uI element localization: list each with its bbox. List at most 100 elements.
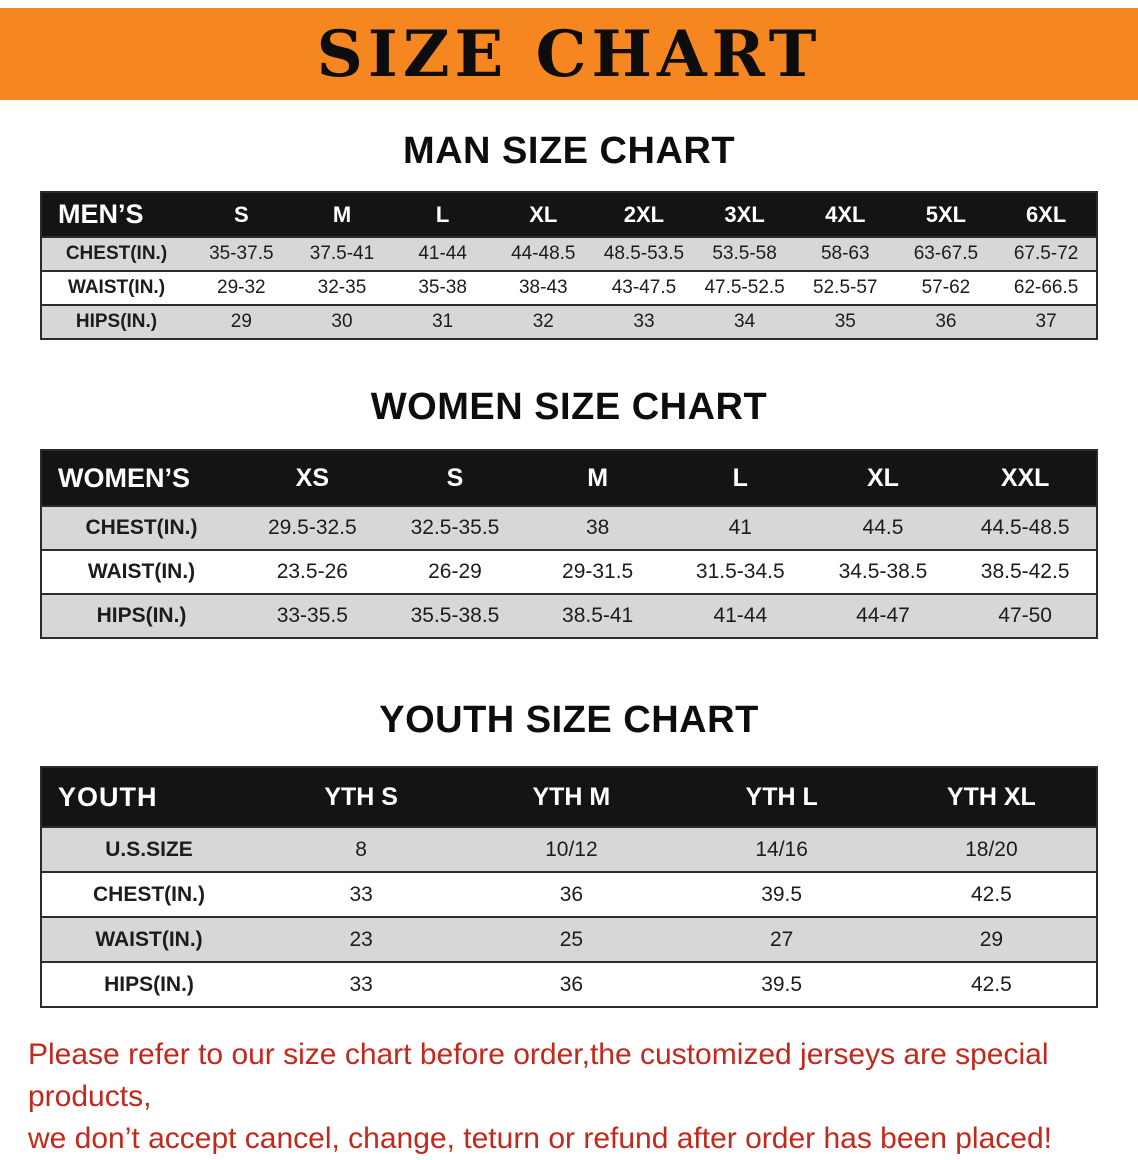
size-value-cell: 32: [492, 305, 594, 339]
size-value-cell: 25: [466, 917, 677, 962]
size-value-cell: 35-38: [392, 271, 493, 305]
size-value-cell: 63-67.5: [895, 237, 997, 271]
size-column-header: S: [191, 192, 292, 237]
size-value-cell: 58-63: [794, 237, 896, 271]
size-value-cell: 48.5-53.5: [593, 237, 695, 271]
size-value-cell: 35-37.5: [191, 237, 292, 271]
mens-size-chart-section: MAN SIZE CHART MEN’S S M L XL 2XL 3XL 4XL 5XL 6XL C…: [0, 130, 1138, 340]
size-value-cell: 53.5-58: [694, 237, 795, 271]
size-value-cell: 47-50: [954, 594, 1097, 638]
mens-table-title: MEN’S: [41, 192, 191, 237]
size-value-cell: 57-62: [895, 271, 997, 305]
footer-note-line-2: we don’t accept cancel, change, teturn o…: [28, 1122, 1052, 1155]
size-value-cell: 41-44: [392, 237, 493, 271]
size-column-header: 6XL: [996, 192, 1097, 237]
measurement-row-label: CHEST(IN.): [41, 237, 191, 271]
mens-size-chart-heading: MAN SIZE CHART: [402, 130, 736, 172]
womens-size-chart-section: WOMEN SIZE CHART WOMEN’S XS S M L XL XXL CHEST(I…: [0, 386, 1138, 639]
size-value-cell: 38: [526, 506, 669, 550]
size-column-header: YTH L: [676, 767, 887, 827]
table-row: HIPS(IN.) 29 30 31 32 33 34 35 36 37: [41, 305, 1097, 339]
measurement-row-label: WAIST(IN.): [41, 271, 191, 305]
size-value-cell: 67.5-72: [996, 237, 1097, 271]
youth-size-chart-section: YOUTH SIZE CHART YOUTH YTH S YTH M YTH L YTH …: [0, 699, 1138, 1008]
size-column-header: L: [392, 192, 493, 237]
size-value-cell: 33: [593, 305, 695, 339]
size-value-cell: 30: [291, 305, 393, 339]
size-value-cell: 34.5-38.5: [811, 550, 955, 594]
size-value-cell: 32-35: [291, 271, 393, 305]
size-column-header: XS: [241, 450, 384, 506]
mens-size-table: MEN’S S M L XL 2XL 3XL 4XL 5XL 6XL CHEST(IN.) 35-37…: [40, 191, 1098, 340]
size-column-header: XXL: [954, 450, 1097, 506]
size-value-cell: 62-66.5: [996, 271, 1097, 305]
size-chart-page: SIZE CHART MAN SIZE CHART MEN’S S M L XL 2XL 3X…: [0, 8, 1138, 1160]
size-value-cell: 42.5: [886, 872, 1097, 917]
size-value-cell: 33: [256, 962, 467, 1007]
size-value-cell: 36: [466, 872, 677, 917]
size-value-cell: 41-44: [668, 594, 812, 638]
measurement-row-label: HIPS(IN.): [41, 594, 241, 638]
table-row: CHEST(IN.) 29.5-32.5 32.5-35.5 38 41 44.5 44.5…: [41, 506, 1097, 550]
size-column-header: M: [526, 450, 669, 506]
table-row: WAIST(IN.) 29-32 32-35 35-38 38-43 43-47.5 47.…: [41, 271, 1097, 305]
size-value-cell: 39.5: [676, 872, 887, 917]
size-value-cell: 36: [895, 305, 997, 339]
size-value-cell: 8: [256, 827, 467, 872]
womens-table-title: WOMEN’S: [41, 450, 241, 506]
table-row: WAIST(IN.) 23 25 27 29: [41, 917, 1097, 962]
table-row: CHEST(IN.) 33 36 39.5 42.5: [41, 872, 1097, 917]
size-value-cell: 35.5-38.5: [383, 594, 527, 638]
size-value-cell: 29: [886, 917, 1097, 962]
size-value-cell: 29: [191, 305, 292, 339]
youth-size-chart-heading: YOUTH SIZE CHART: [379, 699, 759, 741]
size-value-cell: 29-31.5: [526, 550, 669, 594]
size-column-header: YTH XL: [886, 767, 1097, 827]
measurement-row-label: HIPS(IN.): [41, 305, 191, 339]
size-column-header: 5XL: [895, 192, 997, 237]
size-value-cell: 44-48.5: [492, 237, 594, 271]
measurement-row-label: HIPS(IN.): [41, 962, 256, 1007]
size-value-cell: 29-32: [191, 271, 292, 305]
size-value-cell: 38.5-41: [526, 594, 669, 638]
size-value-cell: 44.5-48.5: [954, 506, 1097, 550]
size-value-cell: 38.5-42.5: [954, 550, 1097, 594]
measurement-row-label: WAIST(IN.): [41, 550, 241, 594]
footer-note: Please refer to our size chart before or…: [0, 1034, 1138, 1160]
size-column-header: YTH M: [466, 767, 677, 827]
banner-title: SIZE CHART: [316, 16, 822, 92]
size-column-header: M: [291, 192, 393, 237]
size-column-header: XL: [811, 450, 955, 506]
size-column-header: S: [383, 450, 527, 506]
size-value-cell: 37: [996, 305, 1097, 339]
size-value-cell: 44-47: [811, 594, 955, 638]
table-header-row: MEN’S S M L XL 2XL 3XL 4XL 5XL 6XL: [41, 192, 1097, 237]
size-column-header: YTH S: [256, 767, 467, 827]
size-value-cell: 43-47.5: [593, 271, 695, 305]
measurement-row-label: WAIST(IN.): [41, 917, 256, 962]
size-value-cell: 39.5: [676, 962, 887, 1007]
banner: SIZE CHART: [0, 8, 1138, 100]
size-value-cell: 35: [794, 305, 896, 339]
size-value-cell: 37.5-41: [291, 237, 393, 271]
size-column-header: 4XL: [794, 192, 896, 237]
table-row: HIPS(IN.) 33 36 39.5 42.5: [41, 962, 1097, 1007]
size-value-cell: 41: [668, 506, 812, 550]
size-value-cell: 38-43: [492, 271, 594, 305]
size-value-cell: 27: [676, 917, 887, 962]
size-value-cell: 33-35.5: [241, 594, 384, 638]
footer-note-line-1: Please refer to our size chart before or…: [28, 1038, 1049, 1113]
size-column-header: 3XL: [694, 192, 795, 237]
size-column-header: 2XL: [593, 192, 695, 237]
table-row: HIPS(IN.) 33-35.5 35.5-38.5 38.5-41 41-44 44-…: [41, 594, 1097, 638]
size-value-cell: 31.5-34.5: [668, 550, 812, 594]
table-row: WAIST(IN.) 23.5-26 26-29 29-31.5 31.5-34.5 34…: [41, 550, 1097, 594]
size-value-cell: 18/20: [886, 827, 1097, 872]
table-row: CHEST(IN.) 35-37.5 37.5-41 41-44 44-48.5 48.5…: [41, 237, 1097, 271]
size-value-cell: 29.5-32.5: [241, 506, 384, 550]
size-value-cell: 10/12: [466, 827, 677, 872]
youth-size-table: YOUTH YTH S YTH M YTH L YTH XL U.S.SIZE 8 10/12…: [40, 766, 1098, 1008]
size-value-cell: 14/16: [676, 827, 887, 872]
size-value-cell: 33: [256, 872, 467, 917]
size-value-cell: 47.5-52.5: [694, 271, 795, 305]
